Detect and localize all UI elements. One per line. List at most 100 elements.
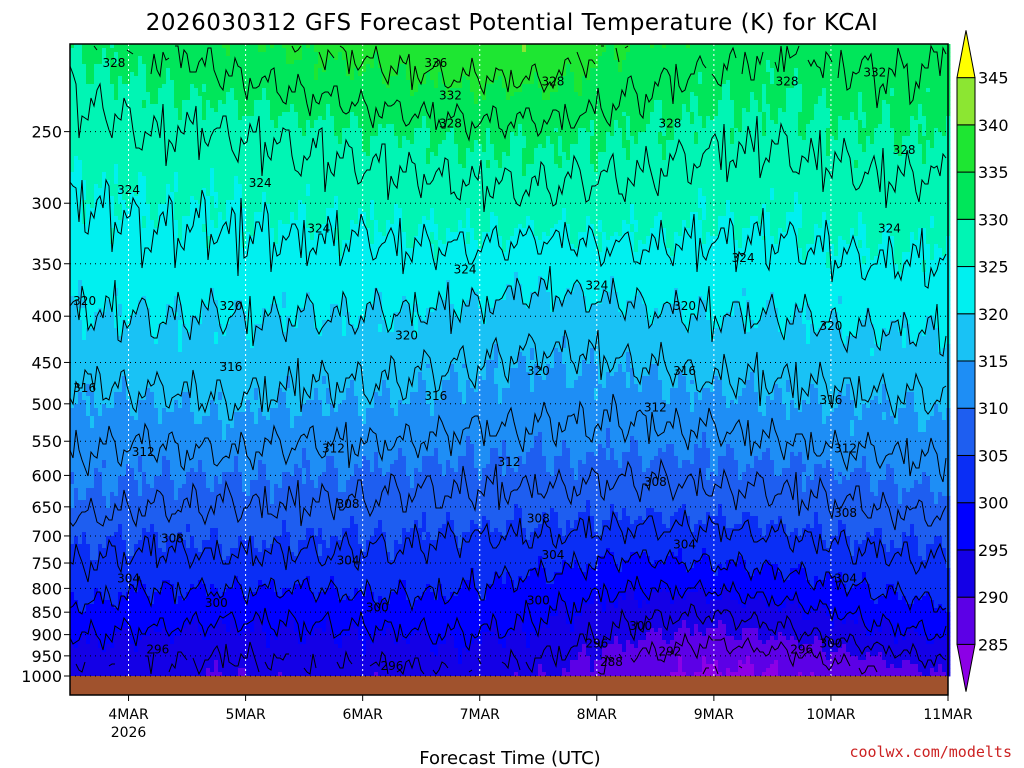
contour-cell bbox=[234, 88, 239, 93]
contour-cell bbox=[698, 124, 703, 129]
contour-cell bbox=[142, 112, 147, 117]
contour-cell bbox=[782, 108, 787, 113]
contour-cell bbox=[678, 112, 683, 117]
contour-cell bbox=[258, 108, 263, 113]
contour-cell bbox=[734, 48, 739, 53]
contour-cell bbox=[658, 132, 663, 137]
contour-cell bbox=[74, 60, 79, 65]
contour-cell bbox=[942, 72, 947, 77]
contour-cell bbox=[634, 60, 639, 65]
contour-cell bbox=[314, 68, 319, 73]
contour-cell bbox=[206, 108, 211, 113]
contour-cell bbox=[170, 120, 175, 125]
contour-cell bbox=[906, 116, 911, 121]
contour-cell bbox=[218, 96, 223, 101]
contour-cell bbox=[706, 56, 711, 61]
contour-cell bbox=[210, 44, 215, 49]
contour-cell bbox=[94, 104, 99, 109]
contour-cell bbox=[170, 48, 175, 53]
contour-cell bbox=[522, 80, 527, 85]
contour-cell bbox=[870, 52, 875, 57]
contour-cell bbox=[730, 44, 735, 49]
contour-cell bbox=[410, 76, 415, 81]
contour-cell bbox=[854, 80, 859, 85]
contour-cell bbox=[682, 80, 687, 85]
contour-cell bbox=[914, 44, 919, 49]
contour-cell bbox=[898, 68, 903, 73]
contour-cell bbox=[394, 84, 399, 89]
contour-cell bbox=[146, 80, 151, 85]
contour-cell bbox=[138, 76, 143, 81]
contour-cell bbox=[910, 96, 915, 101]
contour-cell bbox=[426, 64, 431, 69]
contour-cell bbox=[722, 108, 727, 113]
contour-cell bbox=[526, 60, 531, 65]
contour-cell bbox=[590, 124, 595, 129]
contour-cell bbox=[366, 68, 371, 73]
contour-cell bbox=[802, 100, 807, 105]
contour-cell bbox=[502, 44, 507, 49]
contour-cell bbox=[802, 92, 807, 97]
contour-cell bbox=[570, 68, 575, 73]
contour-cell bbox=[182, 112, 187, 117]
contour-cell bbox=[194, 128, 199, 133]
contour-cell bbox=[538, 48, 543, 53]
contour-cell bbox=[234, 80, 239, 85]
contour-cell bbox=[382, 80, 387, 85]
contour-cell bbox=[770, 64, 775, 69]
contour-cell bbox=[494, 56, 499, 61]
contour-cell bbox=[278, 108, 283, 113]
contour-cell bbox=[530, 124, 535, 129]
contour-cell bbox=[182, 60, 187, 65]
contour-cell bbox=[170, 116, 175, 121]
contour-cell bbox=[106, 76, 111, 81]
contour-cell bbox=[522, 72, 527, 77]
contour-cell bbox=[770, 72, 775, 77]
contour-cell bbox=[534, 88, 539, 93]
contour-cell bbox=[298, 84, 303, 89]
contour-cell bbox=[490, 120, 495, 125]
contour-cell bbox=[410, 52, 415, 57]
contour-cell bbox=[822, 52, 827, 57]
contour-cell bbox=[634, 88, 639, 93]
contour-cell bbox=[98, 108, 103, 113]
contour-cell bbox=[582, 80, 587, 85]
contour-cell bbox=[278, 76, 283, 81]
contour-cell bbox=[210, 72, 215, 77]
contour-cell bbox=[698, 116, 703, 121]
contour-cell bbox=[530, 128, 535, 133]
contour-cell bbox=[802, 116, 807, 121]
contour-cell bbox=[70, 64, 75, 69]
contour-cell bbox=[126, 124, 131, 129]
contour-cell bbox=[298, 52, 303, 57]
contour-cell bbox=[402, 92, 407, 97]
contour-cell bbox=[930, 116, 935, 121]
contour-cell bbox=[142, 96, 147, 101]
contour-cell bbox=[438, 48, 443, 53]
contour-cell bbox=[78, 116, 83, 121]
contour-cell bbox=[894, 52, 899, 57]
contour-cell bbox=[362, 116, 367, 121]
contour-cell bbox=[842, 108, 847, 113]
contour-cell bbox=[298, 100, 303, 105]
contour-cell bbox=[610, 76, 615, 81]
contour-cell bbox=[906, 44, 911, 49]
contour-cell bbox=[174, 80, 179, 85]
contour-cell bbox=[538, 56, 543, 61]
contour-cell bbox=[598, 68, 603, 73]
contour-cell bbox=[630, 72, 635, 77]
contour-cell bbox=[698, 128, 703, 133]
contour-cell bbox=[674, 88, 679, 93]
contour-cell bbox=[98, 132, 103, 137]
contour-cell bbox=[250, 88, 255, 93]
contour-cell bbox=[350, 128, 355, 133]
contour-cell bbox=[542, 112, 547, 117]
contour-cell bbox=[242, 76, 247, 81]
contour-cell bbox=[314, 44, 319, 49]
contour-cell bbox=[294, 112, 299, 117]
contour-cell bbox=[278, 120, 283, 125]
contour-cell bbox=[590, 80, 595, 85]
contour-cell bbox=[834, 116, 839, 121]
contour-cell bbox=[106, 108, 111, 113]
contour-cell bbox=[550, 88, 555, 93]
